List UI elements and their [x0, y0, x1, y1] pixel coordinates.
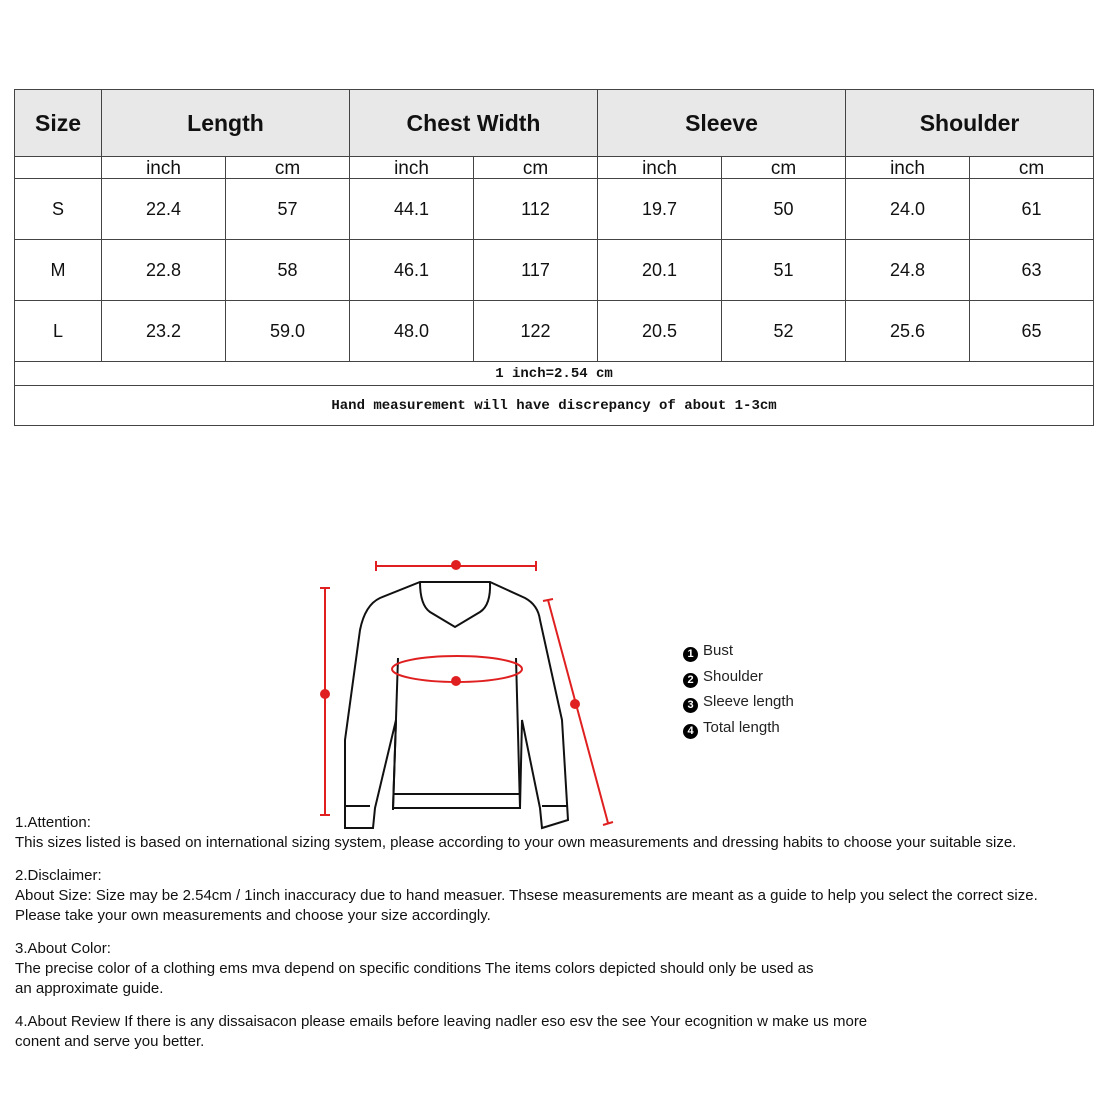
table-cell: 59.0	[225, 300, 350, 362]
header-sleeve: Sleeve	[597, 89, 847, 157]
table-cell: 44.1	[349, 178, 474, 240]
unit-cell: inch	[845, 156, 971, 179]
legend-item: 4 Total length	[683, 715, 794, 741]
measure-markers	[320, 560, 580, 709]
table-cell: 25.6	[845, 300, 971, 362]
table-cell: 122	[472, 300, 599, 362]
unit-cell: cm	[969, 156, 1095, 179]
note-line: The precise color of a clothing ems mva …	[15, 960, 814, 977]
number-badge-icon: 4	[683, 723, 698, 739]
unit-cell: inch	[349, 156, 474, 179]
table-cell: S	[14, 178, 102, 240]
table-cell: 22.4	[101, 178, 226, 240]
unit-cell: cm	[225, 156, 350, 179]
marker-4	[320, 689, 330, 699]
number-badge-icon: 3	[683, 698, 698, 713]
note-disclaimer: 2.Disclaimer: About Size: Size may be 2.5…	[15, 866, 1100, 926]
table-cell: 48.0	[349, 300, 474, 362]
table-row: M 22.8 58 46.1 117 20.1 51 24.8 63	[14, 239, 1095, 301]
conversion-row: 1 inch=2.54 cm	[13, 361, 1095, 386]
note-review: 4.About Review If there is any dissaisac…	[15, 1012, 1100, 1052]
unit-cell: inch	[597, 156, 723, 179]
marker-3	[570, 699, 580, 709]
table-cell: 52	[721, 300, 847, 362]
measure-lines	[320, 561, 614, 826]
legend-label: Bust	[703, 642, 734, 659]
header-chest-width: Chest Width	[348, 89, 599, 157]
table-cell: 46.1	[349, 239, 474, 301]
unit-cell: inch	[101, 156, 226, 179]
table-cell: 22.8	[101, 239, 226, 301]
table-cell: 19.7	[597, 178, 723, 240]
unit-row: inch cm inch cm inch cm inch cm	[14, 156, 1095, 179]
table-cell: 23.2	[101, 300, 226, 362]
unit-cell: cm	[472, 156, 599, 179]
marker-1	[451, 676, 461, 686]
note-title: 4.About Review If there is any dissaisac…	[15, 1013, 868, 1030]
legend-item: 3 Sleeve length	[683, 689, 794, 715]
note-line: an approximate guide.	[15, 980, 164, 997]
discrepancy-note: Hand measurement will have discrepancy o…	[13, 385, 1095, 426]
marker-2	[451, 560, 461, 570]
note-line: This sizes listed is based on internatio…	[15, 834, 1017, 851]
table-cell: 57	[225, 178, 350, 240]
table-cell: 51	[721, 239, 847, 301]
measurement-legend: 1 Bust 2 Shoulder 3 Sleeve length 4 Total le…	[683, 638, 794, 740]
table-cell: L	[14, 300, 102, 362]
table-row: S 22.4 57 44.1 112 19.7 50 24.0 61	[14, 178, 1095, 240]
legend-label: Sleeve length	[703, 693, 794, 710]
size-chart-table: Size Length Chest Width Sleeve Shoulder …	[13, 89, 1095, 426]
header-size: Size	[14, 89, 102, 157]
notes-section: 1.Attention: This sizes listed is based o…	[15, 813, 1100, 1065]
table-cell: 20.5	[597, 300, 723, 362]
unit-cell: cm	[721, 156, 847, 179]
table-cell: M	[14, 239, 102, 301]
table-cell: 65	[969, 300, 1095, 362]
note-title: 2.Disclaimer:	[15, 867, 102, 884]
table-cell: 58	[225, 239, 350, 301]
note-line: Please take your own measurements and ch…	[15, 907, 491, 924]
legend-label: Total length	[703, 718, 780, 736]
sweater-measurement-diagram	[320, 560, 614, 830]
note-color: 3.About Color: The precise color of a clo…	[15, 939, 1100, 999]
table-cell: 20.1	[597, 239, 723, 301]
number-badge-icon: 1	[683, 647, 698, 662]
legend-item: 2 Shoulder	[683, 664, 794, 690]
table-cell: 112	[472, 178, 599, 240]
table-cell: 117	[472, 239, 599, 301]
header-length: Length	[101, 89, 350, 157]
legend-item: 1 Bust	[683, 638, 794, 664]
number-badge-icon: 2	[683, 672, 698, 688]
unit-cell	[14, 156, 102, 179]
conversion-note: 1 inch=2.54 cm	[13, 361, 1095, 386]
note-line: conent and serve you better.	[15, 1033, 205, 1050]
table-cell: 63	[969, 239, 1095, 301]
note-line: About Size: Size may be 2.54cm / 1inch i…	[15, 887, 1038, 904]
table-cell: 24.0	[845, 178, 971, 240]
header-row: Size Length Chest Width Sleeve Shoulder	[14, 89, 1095, 157]
discrepancy-row: Hand measurement will have discrepancy o…	[13, 385, 1095, 426]
table-row: L 23.2 59.0 48.0 122 20.5 52 25.6 65	[14, 300, 1095, 362]
note-title: 3.About Color:	[15, 940, 111, 957]
table-cell: 50	[721, 178, 847, 240]
table-cell: 61	[969, 178, 1095, 240]
note-attention: 1.Attention: This sizes listed is based o…	[15, 813, 1100, 853]
note-title: 1.Attention:	[15, 814, 91, 831]
header-shoulder: Shoulder	[845, 89, 1095, 157]
table-cell: 24.8	[845, 239, 971, 301]
legend-label: Shoulder	[703, 667, 764, 685]
sweater-outline	[344, 581, 570, 830]
